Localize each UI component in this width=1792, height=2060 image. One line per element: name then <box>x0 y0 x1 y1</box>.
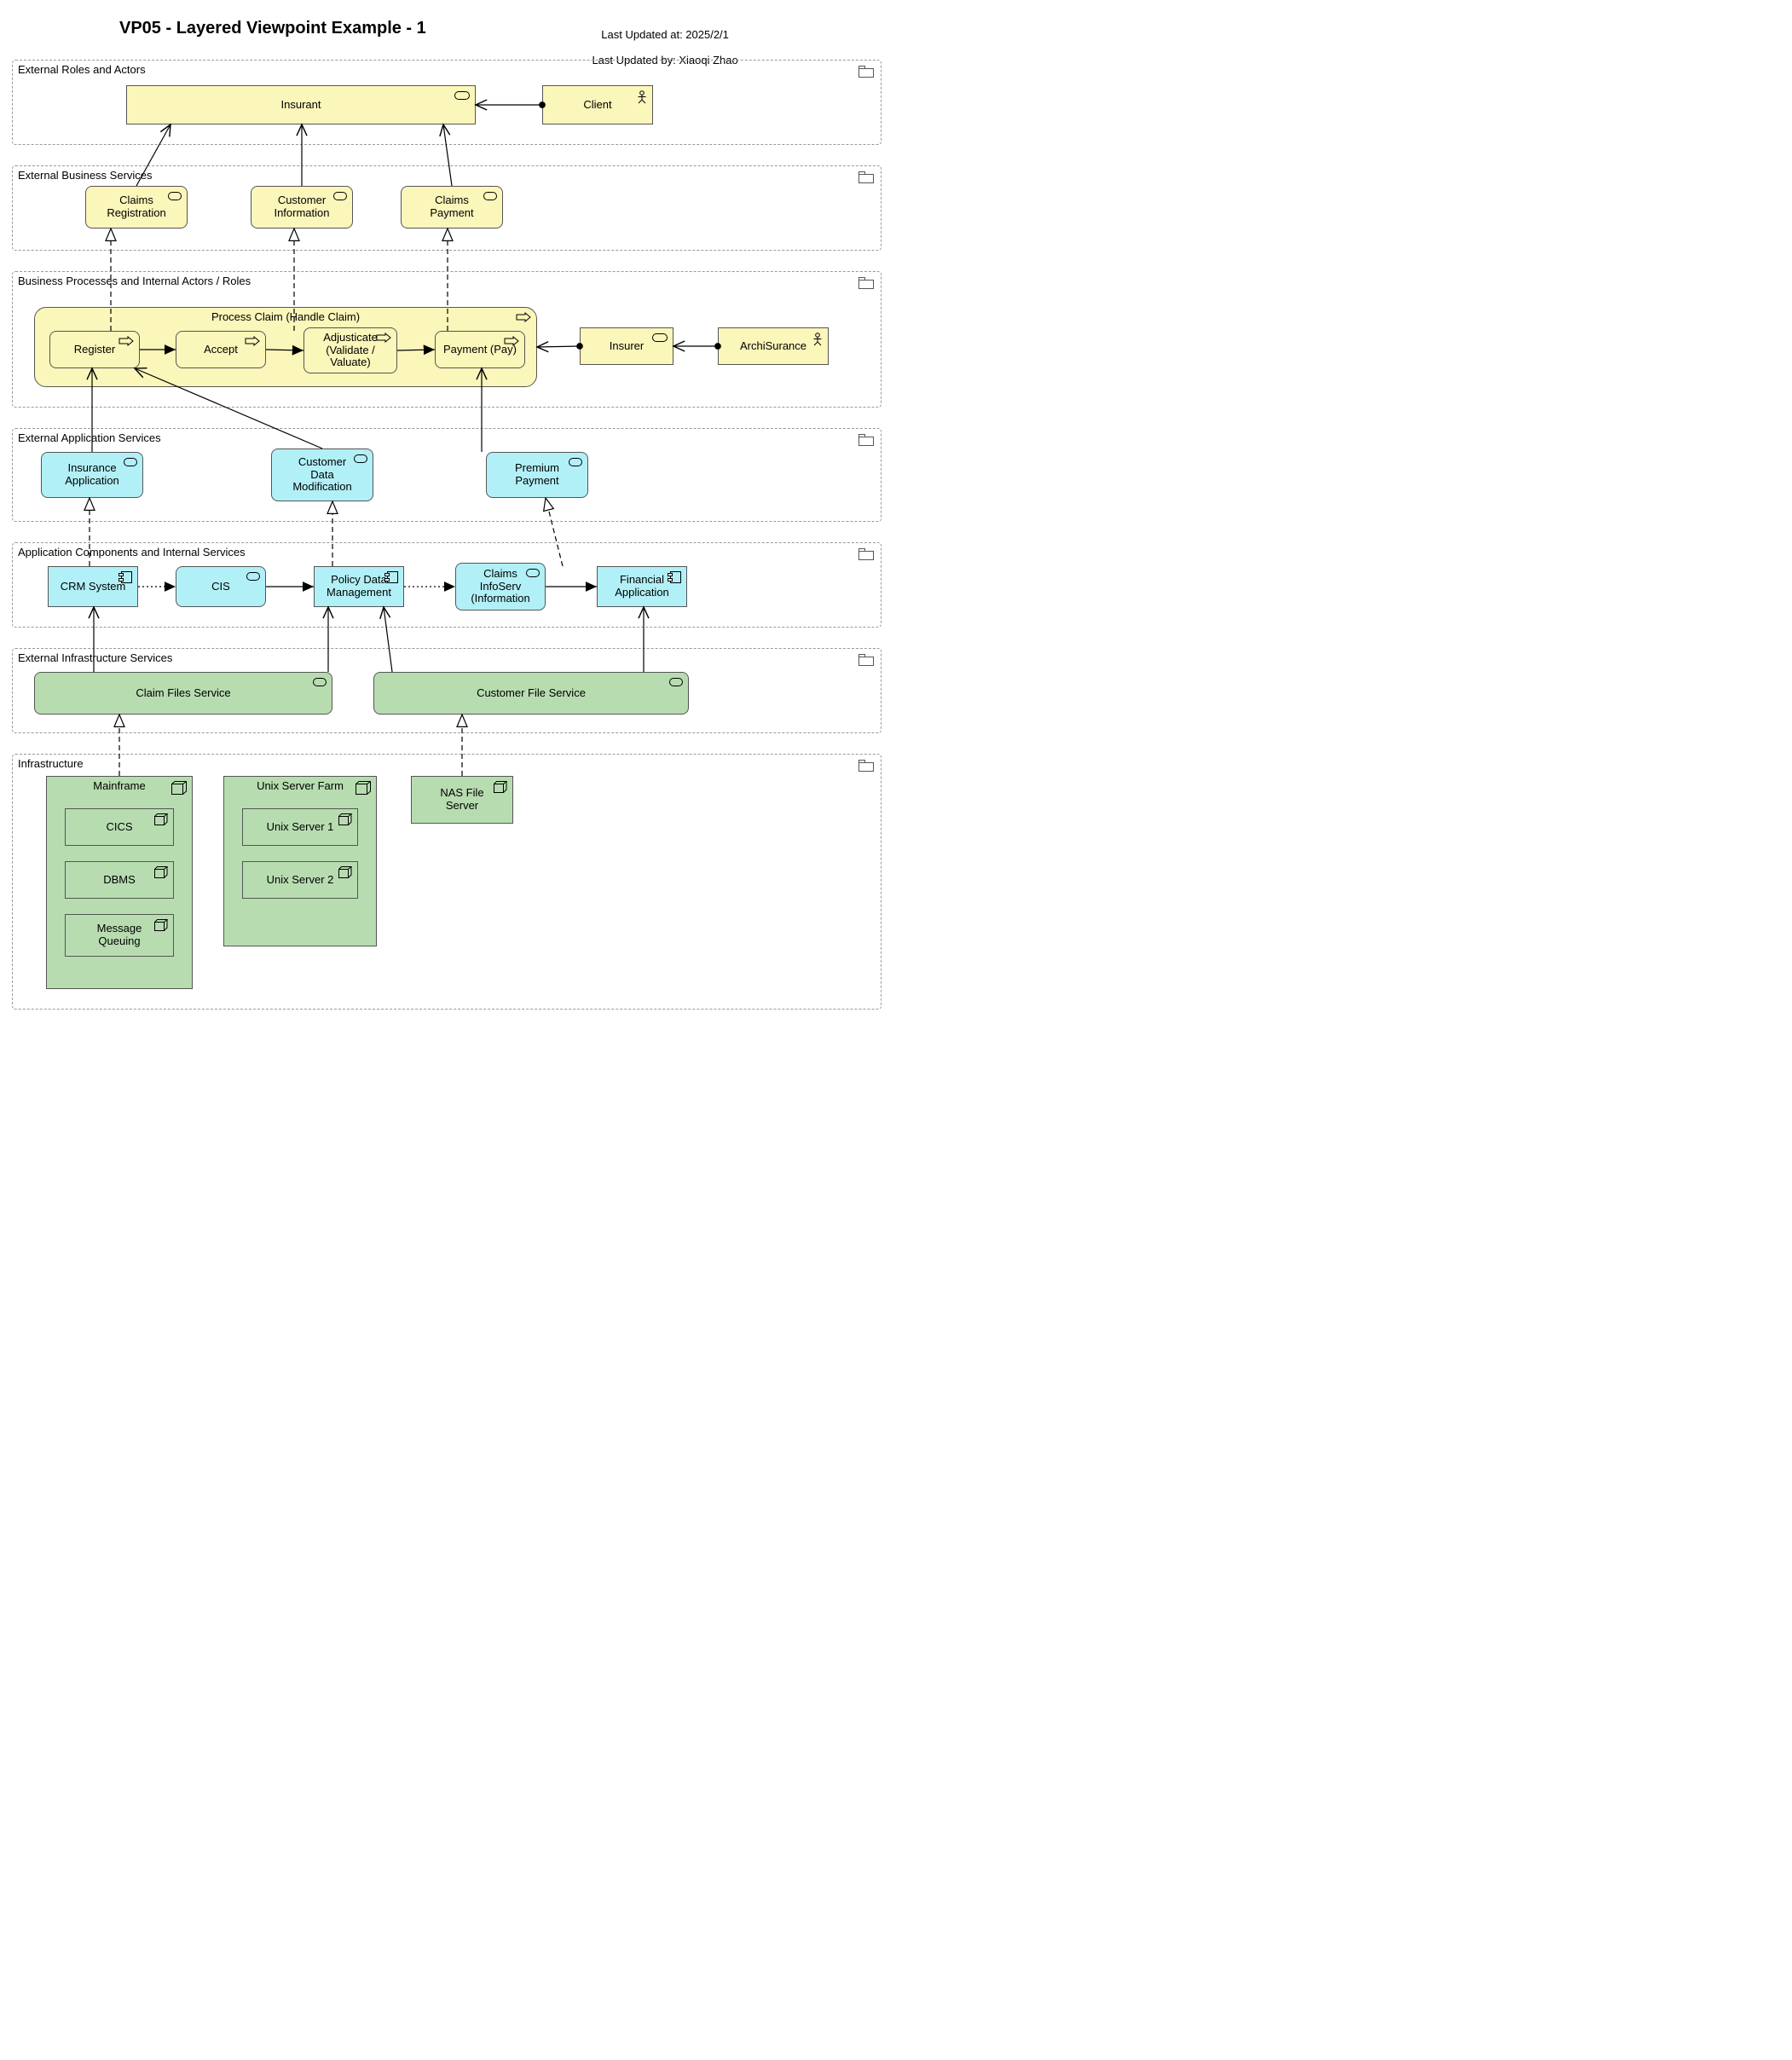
folder-icon <box>858 66 874 78</box>
layer-label: External Infrastructure Services <box>18 651 172 664</box>
node-policy: Policy DataManagement <box>314 566 404 607</box>
layer-label: Business Processes and Internal Actors /… <box>18 275 251 287</box>
node-archisurance: ArchiSurance <box>718 327 829 365</box>
device-icon <box>356 781 371 798</box>
folder-icon <box>858 548 874 560</box>
node-icon <box>338 813 352 829</box>
node-label: Unix Server Farm <box>224 780 376 793</box>
node-prempay: PremiumPayment <box>486 452 588 498</box>
node-crm: CRM System <box>48 566 138 607</box>
node-custfiles: Customer File Service <box>373 672 689 715</box>
component-icon <box>119 571 132 587</box>
node-label: Insurant <box>132 99 470 112</box>
node-claimfiles: Claim Files Service <box>34 672 332 715</box>
node-claimspay: ClaimsPayment <box>401 186 503 229</box>
node-label: Unix Server 2 <box>248 874 352 887</box>
node-label: MessageQueuing <box>71 923 168 948</box>
node-icon <box>338 866 352 882</box>
folder-icon <box>858 760 874 772</box>
node-nas: NAS FileServer <box>411 776 513 824</box>
node-icon <box>154 866 168 882</box>
node-insurer: Insurer <box>580 327 673 365</box>
node-icon <box>154 919 168 935</box>
layer-label: Application Components and Internal Serv… <box>18 546 246 558</box>
role-icon <box>652 333 668 345</box>
service-icon <box>354 454 367 466</box>
node-unix2: Unix Server 2 <box>242 861 358 899</box>
node-custdata: CustomerDataModification <box>271 448 373 501</box>
layer-label: External Application Services <box>18 431 161 444</box>
layer-l5: Application Components and Internal Serv… <box>12 542 882 628</box>
service-icon <box>569 457 582 470</box>
node-cics: CICS <box>65 808 174 846</box>
service-icon <box>246 571 260 584</box>
service-icon <box>333 191 347 204</box>
node-mq: MessageQueuing <box>65 914 174 957</box>
node-custinfo: CustomerInformation <box>251 186 353 229</box>
node-unix1: Unix Server 1 <box>242 808 358 846</box>
node-adjusticate: Adjusticate(Validate /Valuate) <box>303 327 397 373</box>
folder-icon <box>858 434 874 446</box>
process-icon <box>119 336 134 350</box>
process-icon <box>504 336 519 350</box>
device-icon <box>171 781 187 798</box>
node-cis: CIS <box>176 566 266 607</box>
node-label: DBMS <box>71 874 168 887</box>
component-icon <box>668 571 681 587</box>
node-claimsreg: ClaimsRegistration <box>85 186 188 229</box>
actor-icon <box>637 90 647 107</box>
service-icon <box>526 568 540 581</box>
node-payment: Payment (Pay) <box>435 331 525 368</box>
node-icon <box>494 781 507 796</box>
role-icon <box>454 90 470 103</box>
service-icon <box>483 191 497 204</box>
service-icon <box>669 677 683 690</box>
folder-icon <box>858 171 874 183</box>
node-finapp: FinancialApplication <box>597 566 687 607</box>
service-icon <box>168 191 182 204</box>
node-accept: Accept <box>176 331 266 368</box>
node-label: Mainframe <box>47 780 192 793</box>
actor-icon <box>812 333 823 350</box>
node-icon <box>154 813 168 829</box>
folder-icon <box>858 277 874 289</box>
service-icon <box>313 677 327 690</box>
node-insurant: Insurant <box>126 85 476 124</box>
layer-label: External Business Services <box>18 169 153 182</box>
layer-label: Infrastructure <box>18 757 84 770</box>
diagram-title: VP05 - Layered Viewpoint Example - 1 <box>119 19 426 38</box>
node-label: Client <box>548 99 647 112</box>
service-icon <box>124 457 137 470</box>
meta-updated-at: Last Updated at: 2025/2/1 <box>601 28 729 41</box>
node-label: ArchiSurance <box>724 340 823 353</box>
node-label: Customer File Service <box>379 687 683 700</box>
diagram-canvas: VP05 - Layered Viewpoint Example - 1 Las… <box>0 0 896 1030</box>
node-label: CICS <box>71 821 168 834</box>
node-label: Process Claim (Handle Claim) <box>35 311 536 324</box>
component-icon <box>384 571 398 587</box>
process-icon <box>376 333 391 346</box>
node-label: Claim Files Service <box>40 687 327 700</box>
process-icon <box>245 336 260 350</box>
layer-label: External Roles and Actors <box>18 63 146 76</box>
node-insapp: InsuranceApplication <box>41 452 143 498</box>
node-register: Register <box>49 331 140 368</box>
folder-icon <box>858 654 874 666</box>
node-claimsinfo: ClaimsInfoServ(Information <box>455 563 546 610</box>
node-dbms: DBMS <box>65 861 174 899</box>
node-client: Client <box>542 85 653 124</box>
node-label: Unix Server 1 <box>248 821 352 834</box>
process-icon <box>516 312 531 326</box>
